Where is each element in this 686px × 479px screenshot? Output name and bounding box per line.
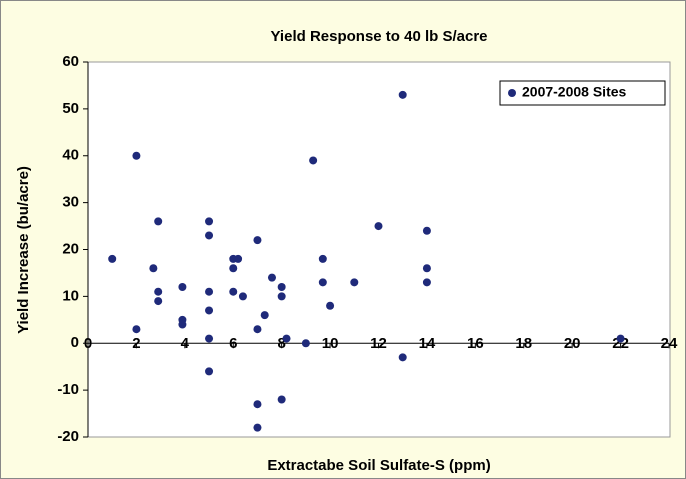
y-tick-label: 20 [62, 240, 79, 257]
point [277, 395, 286, 404]
point [398, 90, 407, 99]
x-tick-label: 0 [84, 335, 92, 352]
x-tick-label: 14 [419, 335, 436, 352]
point [282, 334, 291, 343]
x-tick-label: 8 [277, 335, 285, 352]
point [132, 325, 141, 334]
legend-marker [508, 89, 516, 97]
legend-box [499, 80, 666, 106]
point [253, 400, 262, 409]
y-tick-label: -20 [57, 428, 79, 445]
point [205, 287, 214, 296]
x-tick-label: 12 [370, 335, 387, 352]
x-tick-label: 4 [181, 335, 190, 352]
legend-label: 2007-2008 Sites [522, 84, 627, 100]
point [260, 311, 269, 320]
point [178, 283, 187, 291]
point [205, 231, 214, 240]
y-axis-title: Yield Increase (bu/acre) [15, 166, 32, 334]
point [253, 236, 262, 245]
point [253, 423, 262, 432]
point [205, 306, 214, 315]
plot-area [87, 61, 671, 438]
point [398, 353, 407, 362]
point [309, 156, 318, 165]
point [132, 151, 141, 160]
x-tick-label: 6 [229, 335, 237, 352]
point [350, 278, 359, 287]
point [326, 301, 335, 310]
point [234, 254, 243, 263]
point [154, 217, 163, 226]
y-tick-label: 60 [62, 53, 79, 70]
point [277, 283, 286, 291]
point [422, 278, 431, 287]
x-tick-label: 16 [467, 335, 484, 352]
point [301, 339, 310, 348]
point [229, 287, 238, 296]
point [422, 264, 431, 273]
point [178, 320, 187, 329]
point [108, 254, 117, 263]
chart-title: Yield Response to 40 lb S/acre [270, 28, 487, 45]
point [149, 264, 158, 273]
point [154, 287, 163, 296]
x-tick-label: 2 [132, 335, 140, 352]
y-tick-label: 40 [62, 147, 79, 164]
y-tick-label: -10 [57, 381, 79, 398]
x-tick-label: 24 [661, 335, 678, 352]
point [253, 325, 262, 334]
point [238, 292, 247, 301]
x-tick-label: 22 [612, 335, 629, 352]
point [229, 264, 238, 273]
point [318, 278, 327, 287]
point [205, 367, 214, 376]
point [374, 222, 383, 231]
y-tick-label: 50 [62, 100, 79, 117]
point [422, 226, 431, 235]
point [154, 297, 163, 306]
y-tick-label: 10 [62, 287, 79, 304]
y-tick-label: 30 [62, 194, 79, 211]
x-axis-title: Extractabe Soil Sulfate-S (ppm) [267, 457, 490, 474]
point [616, 334, 625, 343]
point [205, 217, 214, 226]
x-tick-label: 20 [564, 335, 581, 352]
x-tick-label: 10 [322, 335, 339, 352]
y-tick-label: 0 [71, 334, 79, 351]
x-tick-label: 18 [515, 335, 532, 352]
point [205, 334, 214, 343]
point [277, 292, 286, 301]
point [318, 254, 327, 263]
point [267, 273, 276, 282]
